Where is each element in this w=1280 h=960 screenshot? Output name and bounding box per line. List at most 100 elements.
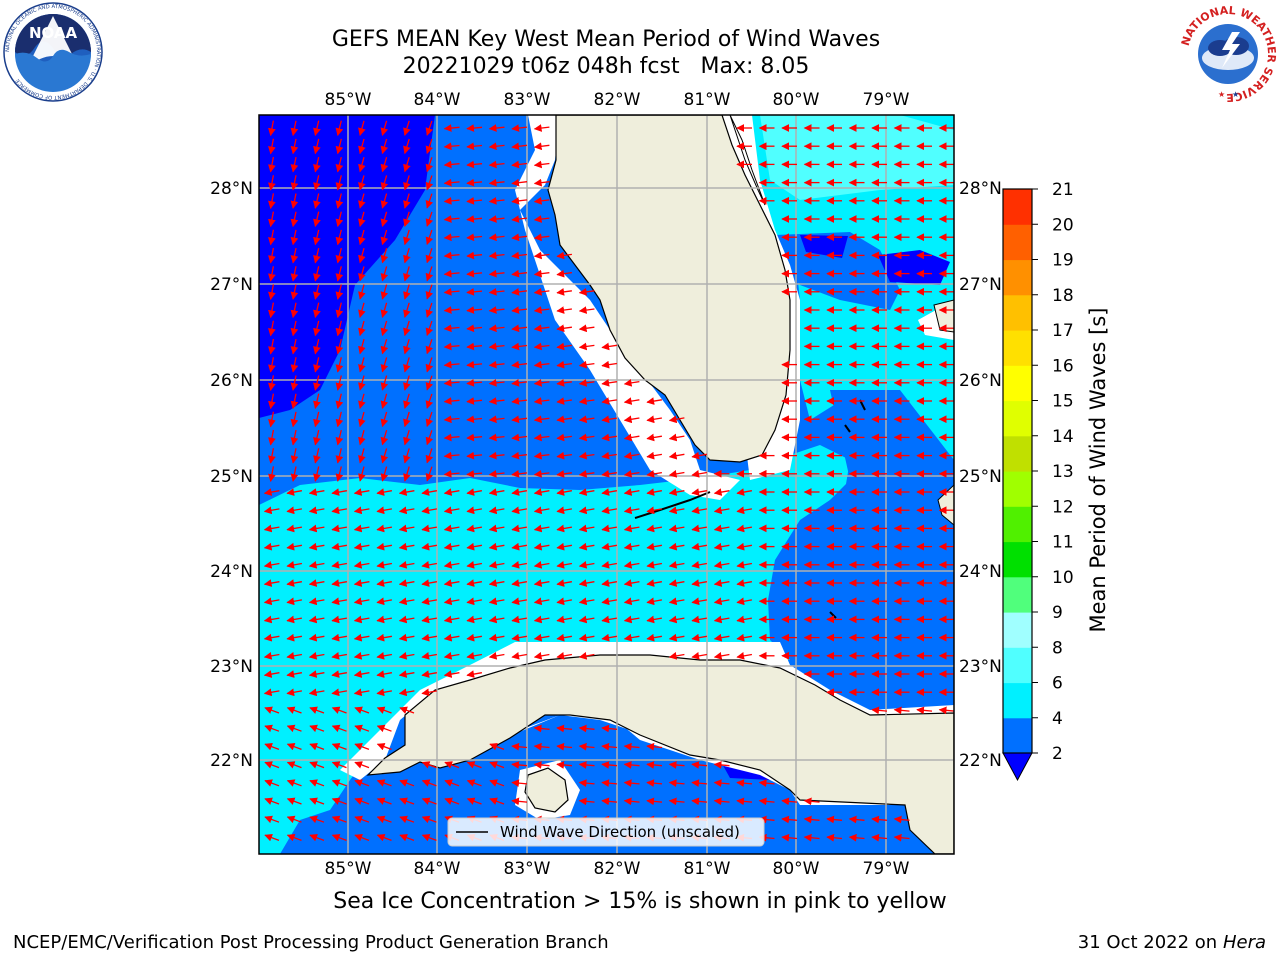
wind-arrow: [623, 797, 640, 806]
wind-arrow: [668, 433, 685, 442]
wind-arrow: [425, 375, 434, 391]
wind-arrow: [308, 579, 325, 587]
wind-arrow: [466, 506, 483, 515]
wind-arrow: [425, 248, 434, 264]
colorbar-band: [1003, 612, 1032, 648]
lat-tick-label-right: 23°N: [959, 657, 1002, 677]
atlantic-pocket-deep: [800, 235, 848, 258]
wind-arrow: [556, 742, 573, 751]
wind-arrow: [380, 357, 389, 373]
wind-arrow: [290, 411, 299, 428]
wind-arrow: [848, 815, 865, 824]
wind-arrow: [335, 229, 344, 246]
wind-arrow: [353, 506, 370, 515]
wind-arrow: [511, 742, 528, 751]
wind-arrow: [286, 779, 302, 787]
wind-arrow: [533, 561, 550, 569]
colorbar-tick-label: 20: [1052, 215, 1074, 235]
wind-arrow: [623, 379, 640, 387]
wind-arrow: [691, 488, 708, 496]
wind-arrow: [533, 615, 550, 624]
wind-arrow: [511, 506, 528, 515]
wind-arrow: [511, 633, 528, 642]
wind-arrow: [556, 251, 572, 260]
colorbar-tick-label: 12: [1052, 497, 1074, 517]
wind-arrow: [601, 433, 617, 442]
wind-arrow: [380, 138, 389, 155]
wind-arrow: [354, 797, 370, 805]
wind-arrow: [403, 466, 411, 482]
wind-arrow: [268, 429, 276, 446]
wind-arrow: [556, 433, 572, 442]
wind-arrow: [313, 429, 321, 446]
wind-arrow: [313, 448, 321, 464]
wind-arrow: [358, 229, 366, 246]
lat-ticks-right: 28°N 27°N 26°N 25°N 24°N 23°N 22°N: [959, 179, 1002, 771]
wind-arrow: [331, 597, 348, 606]
wind-arrow: [376, 779, 392, 787]
wind-arrow: [290, 338, 299, 355]
wind-arrow: [533, 761, 550, 769]
wind-arrow: [623, 615, 640, 624]
wind-arrow: [713, 524, 730, 533]
wind-arrow: [466, 615, 483, 624]
wind-arrow: [466, 196, 483, 205]
wind-arrow: [286, 633, 303, 642]
colorbar-band: [1003, 224, 1032, 261]
wind-arrow: [313, 338, 321, 355]
wind-arrow: [466, 433, 483, 442]
wind-arrow: [691, 470, 708, 478]
wind-arrow: [646, 615, 663, 624]
wind-arrow: [601, 342, 617, 351]
wind-arrow: [425, 229, 434, 246]
wind-arrow: [380, 466, 389, 482]
wind-arrow: [578, 287, 595, 296]
title-line-2: 20221029 t06z 048h fcst Max: 8.05: [402, 54, 810, 79]
colorbar-tick-label: 21: [1052, 180, 1074, 200]
wind-arrow: [713, 761, 730, 769]
wind-arrow: [286, 761, 302, 769]
wind-arrow: [376, 542, 393, 551]
wind-arrow: [290, 466, 299, 482]
footer-date-text: 31 Oct 2022 on: [1077, 932, 1223, 953]
wind-arrow: [556, 652, 573, 660]
wind-arrow: [511, 542, 528, 551]
wind-arrow: [466, 142, 483, 151]
wind-arrow: [646, 524, 663, 533]
wind-arrow: [335, 120, 344, 137]
wind-arrow: [646, 488, 663, 496]
wind-arrow: [335, 211, 344, 228]
wind-arrow: [668, 561, 685, 569]
wind-arrow: [358, 393, 366, 409]
wind-arrow: [533, 469, 550, 478]
wind-arrow: [488, 633, 505, 642]
wind-arrow: [466, 597, 483, 606]
wind-arrow: [286, 579, 303, 587]
wind-arrow: [444, 761, 460, 769]
wind-arrow: [376, 597, 393, 606]
wind-arrow: [466, 342, 483, 351]
wind-arrow: [511, 561, 528, 569]
wind-arrow: [488, 415, 505, 424]
wind-arrow: [556, 561, 573, 569]
wind-arrow: [848, 833, 865, 842]
lon-tick-label-top: 85°W: [325, 90, 372, 110]
wind-arrow: [421, 779, 437, 787]
wind-arrow: [443, 215, 460, 223]
wind-arrow: [533, 451, 550, 460]
wind-arrow: [403, 448, 411, 464]
wind-arrow: [443, 542, 460, 551]
wind-arrow: [578, 433, 595, 442]
wind-arrow: [466, 670, 483, 678]
wind-arrow: [399, 797, 415, 805]
wind-arrow: [286, 706, 302, 714]
wind-arrow: [443, 469, 460, 478]
wind-arrow: [646, 433, 663, 442]
wind-arrow: [425, 211, 434, 227]
wind-arrow: [398, 488, 415, 496]
wind-arrow: [511, 196, 528, 205]
wind-arrow: [331, 542, 348, 551]
wind-arrow: [380, 229, 389, 246]
wind-arrow: [601, 470, 617, 478]
wind-arrow: [398, 542, 415, 551]
